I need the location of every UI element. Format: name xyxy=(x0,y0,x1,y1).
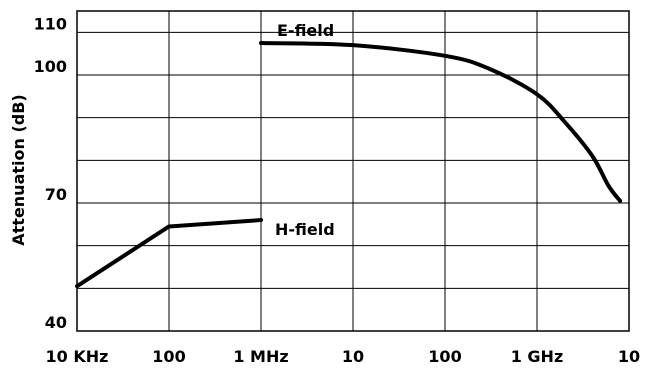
y-tick-label: 40 xyxy=(45,313,67,332)
series-label-e-field: E-field xyxy=(277,21,334,40)
x-tick-label: 100 xyxy=(428,347,461,366)
x-tick-label: 10 KHz xyxy=(46,347,109,366)
series-lines xyxy=(75,41,623,289)
x-tick-label: 10 xyxy=(342,347,364,366)
plot-border xyxy=(76,10,630,332)
series-line-h-field xyxy=(75,218,263,289)
y-axis-label: Attenuation (dB) xyxy=(9,94,28,245)
grid xyxy=(76,11,630,332)
x-tick-label: 10 xyxy=(618,347,640,366)
series-label-h-field: H-field xyxy=(275,220,335,239)
y-tick-labels: 40 70 100 110 xyxy=(34,14,67,332)
series-line-e-field xyxy=(259,41,623,203)
plot-frame xyxy=(76,10,630,332)
x-tick-label: 100 xyxy=(152,347,185,366)
x-tick-label: 1 MHz xyxy=(233,347,288,366)
x-tick-labels: 10 KHz 100 1 MHz 10 100 1 GHz 10 xyxy=(46,347,641,366)
x-tick-label: 1 GHz xyxy=(511,347,564,366)
y-tick-label: 100 xyxy=(34,57,67,76)
y-tick-label: 110 xyxy=(34,14,67,33)
y-tick-label: 70 xyxy=(45,185,67,204)
